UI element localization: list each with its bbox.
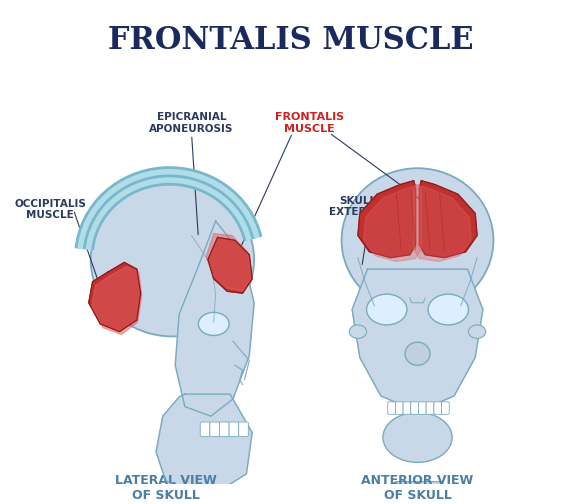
FancyBboxPatch shape (229, 422, 238, 436)
Polygon shape (419, 181, 477, 258)
FancyBboxPatch shape (419, 402, 426, 414)
FancyBboxPatch shape (219, 422, 229, 436)
FancyBboxPatch shape (442, 402, 449, 414)
Polygon shape (363, 184, 422, 262)
FancyBboxPatch shape (411, 402, 419, 414)
Text: EPICRANIAL
APONEUROSIS: EPICRANIAL APONEUROSIS (149, 112, 234, 134)
Polygon shape (208, 237, 252, 293)
Text: ANTERIOR VIEW
OF SKULL: ANTERIOR VIEW OF SKULL (361, 474, 473, 502)
Text: FRONTALIS MUSCLE: FRONTALIS MUSCLE (108, 25, 473, 56)
FancyBboxPatch shape (395, 402, 403, 414)
Text: LATERAL VIEW
OF SKULL: LATERAL VIEW OF SKULL (115, 474, 217, 502)
FancyBboxPatch shape (426, 402, 434, 414)
Polygon shape (89, 263, 141, 332)
Ellipse shape (90, 182, 254, 337)
Polygon shape (414, 184, 471, 262)
Text: SKULL
EXTERIOR: SKULL EXTERIOR (329, 196, 387, 217)
FancyBboxPatch shape (200, 422, 210, 436)
Polygon shape (206, 233, 252, 291)
FancyBboxPatch shape (434, 402, 442, 414)
Ellipse shape (428, 294, 468, 325)
Text: OCCIPITALIS
MUSCLE: OCCIPITALIS MUSCLE (14, 199, 86, 220)
Ellipse shape (468, 325, 486, 338)
FancyBboxPatch shape (395, 482, 441, 501)
FancyBboxPatch shape (403, 402, 411, 414)
Polygon shape (156, 394, 252, 493)
Ellipse shape (342, 168, 494, 312)
Ellipse shape (405, 342, 430, 365)
Polygon shape (175, 221, 254, 416)
Ellipse shape (349, 325, 366, 338)
Text: FRONTALIS
MUSCLE: FRONTALIS MUSCLE (275, 112, 344, 134)
Polygon shape (358, 181, 415, 258)
Ellipse shape (383, 412, 452, 462)
Ellipse shape (198, 312, 229, 336)
Ellipse shape (366, 294, 407, 325)
FancyBboxPatch shape (210, 422, 219, 436)
Polygon shape (352, 269, 483, 411)
Polygon shape (92, 266, 142, 335)
FancyBboxPatch shape (388, 402, 395, 414)
FancyBboxPatch shape (238, 422, 248, 436)
